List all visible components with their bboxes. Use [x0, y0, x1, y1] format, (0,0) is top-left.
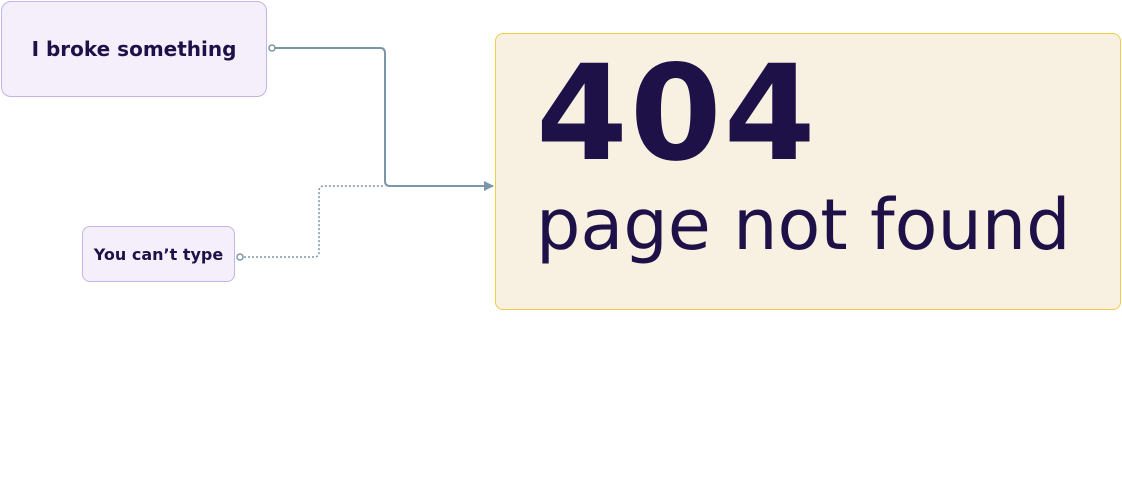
- node-i-broke-something[interactable]: I broke something: [1, 1, 267, 97]
- edge-broke-to-error: [272, 47, 494, 191]
- edge-start-dot-type: [236, 253, 244, 261]
- node-label: I broke something: [31, 37, 237, 61]
- node-you-cant-type[interactable]: You can’t type: [82, 226, 235, 282]
- edge-start-dot-broke: [268, 44, 276, 52]
- error-code: 404: [536, 37, 818, 191]
- node-404-page-not-found[interactable]: 404 page not found: [495, 33, 1121, 310]
- error-message: page not found: [536, 184, 1071, 266]
- edge-type-to-error: [240, 185, 385, 258]
- node-label: You can’t type: [93, 244, 224, 264]
